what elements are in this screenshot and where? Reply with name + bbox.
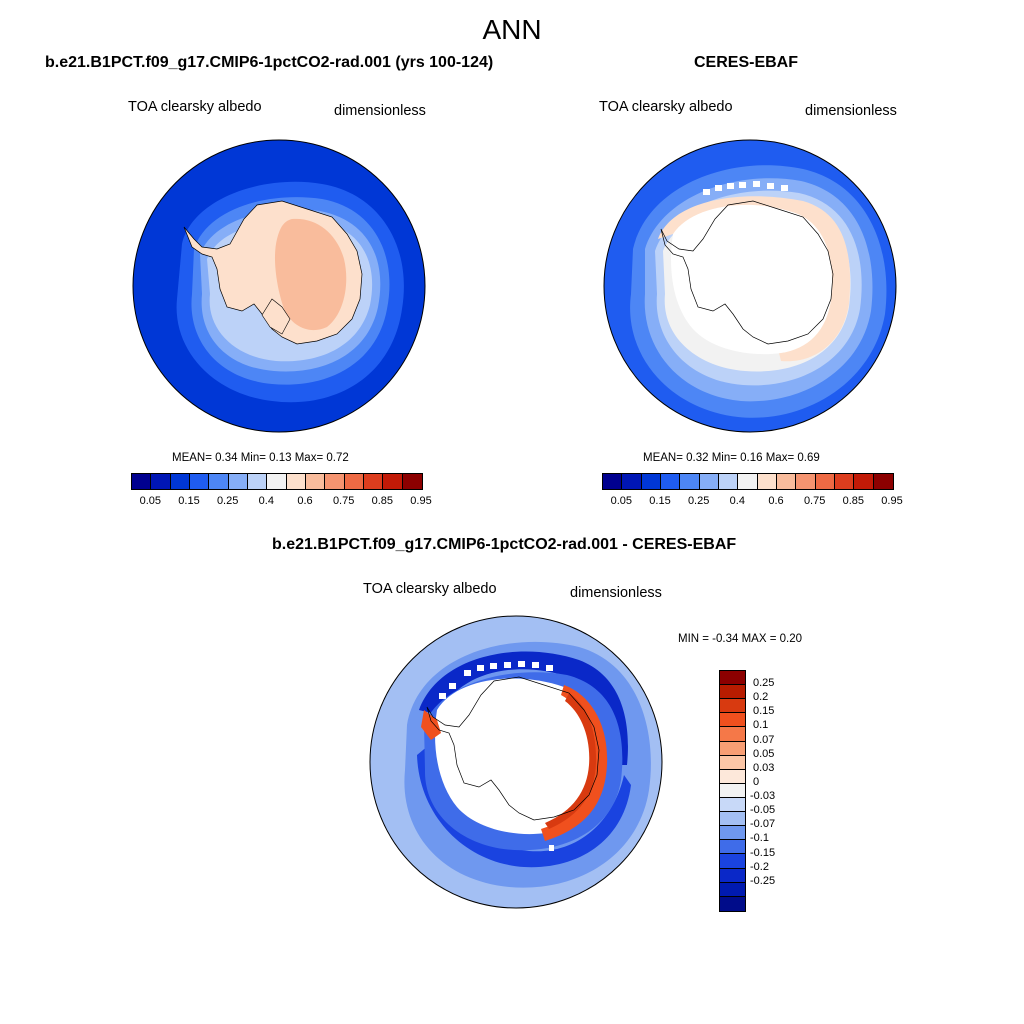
- colorbar-tick-label: 0.25: [216, 495, 239, 507]
- colorbar-cell: [720, 854, 745, 869]
- colorbar-cell: [720, 727, 745, 742]
- colorbar-cell: [305, 474, 326, 489]
- colorbar-cell: [854, 474, 874, 489]
- colorbar-cell: [796, 474, 816, 489]
- colorbar-tick-label: 0.15: [753, 705, 775, 718]
- colorbar-cell: [363, 474, 384, 489]
- colorbar-tick-label: -0.1: [750, 832, 769, 845]
- colorbar-tick-label: 0.07: [753, 733, 775, 746]
- colorbar-tick-label: -0.15: [750, 846, 776, 859]
- diff-colorbar: [719, 670, 746, 912]
- model-panel-title: b.e21.B1PCT.f09_g17.CMIP6-1pctCO2-rad.00…: [45, 54, 494, 71]
- model-units-label: dimensionless: [334, 103, 426, 119]
- diff-variable-label: TOA clearsky albedo: [363, 581, 497, 597]
- colorbar-cell: [720, 783, 745, 798]
- colorbar-tick-label: 0.1: [753, 719, 769, 732]
- colorbar-tick-label: 0.05: [139, 495, 162, 507]
- colorbar-cell: [660, 474, 681, 489]
- colorbar-cell: [738, 474, 758, 489]
- colorbar-tick-label: 0.6: [297, 495, 313, 507]
- colorbar-cell: [344, 474, 364, 489]
- colorbar-tick-label: 0.15: [649, 495, 671, 507]
- colorbar-tick-label: -0.25: [750, 874, 776, 887]
- colorbar-cell: [718, 474, 739, 489]
- obs-colorbar: [602, 473, 894, 490]
- figure-title: ANN: [482, 14, 542, 45]
- colorbar-tick-label: 0.95: [410, 495, 432, 507]
- obs-variable-label: TOA clearsky albedo: [599, 99, 733, 115]
- colorbar-cell: [209, 474, 229, 489]
- colorbar-cell: [603, 474, 623, 489]
- diff-units-label: dimensionless: [570, 585, 662, 601]
- colorbar-cell: [757, 474, 777, 489]
- colorbar-tick-label: 0: [753, 775, 760, 788]
- colorbar-tick-label: 0.75: [332, 495, 355, 507]
- colorbar-tick-label: 0.15: [178, 495, 200, 507]
- obs-panel-title: CERES-EBAF: [694, 54, 799, 71]
- model-variable-label: TOA clearsky albedo: [128, 99, 262, 115]
- colorbar-cell: [720, 797, 745, 813]
- diff-polar-map: [369, 615, 663, 909]
- colorbar-tick-label: -0.03: [750, 790, 776, 803]
- colorbar-tick-label: 0.85: [842, 495, 865, 507]
- colorbar-cell: [622, 474, 642, 489]
- model-stats: MEAN= 0.34 Min= 0.13 Max= 0.72: [172, 452, 349, 464]
- diff-panel-title: b.e21.B1PCT.f09_g17.CMIP6-1pctCO2-rad.00…: [272, 536, 737, 553]
- colorbar-tick-label: 0.25: [687, 495, 710, 507]
- colorbar-cell: [286, 474, 306, 489]
- colorbar-tick-label: 0.95: [881, 495, 903, 507]
- colorbar-cell: [267, 474, 287, 489]
- colorbar-cell: [834, 474, 855, 489]
- colorbar-cell: [228, 474, 248, 489]
- colorbar-tick-label: 0.75: [803, 495, 826, 507]
- colorbar-tick-label: -0.07: [750, 818, 776, 831]
- colorbar-cell: [720, 671, 745, 686]
- colorbar-cell: [383, 474, 403, 489]
- colorbar-cell: [720, 713, 745, 728]
- colorbar-tick-label: 0.6: [768, 495, 784, 507]
- colorbar-cell: [189, 474, 210, 489]
- obs-stats: MEAN= 0.32 Min= 0.16 Max= 0.69: [643, 452, 820, 464]
- colorbar-cell: [325, 474, 345, 489]
- colorbar-cell: [132, 474, 152, 489]
- colorbar-cell: [720, 840, 745, 855]
- colorbar-cell: [720, 882, 745, 897]
- diff-stats: MIN = -0.34 MAX = 0.20: [678, 633, 803, 645]
- colorbar-tick-label: 0.4: [729, 495, 745, 507]
- model-polar-map: [132, 139, 426, 433]
- colorbar-cell: [720, 769, 745, 784]
- colorbar-tick-label: -0.05: [750, 804, 776, 817]
- colorbar-cell: [720, 685, 745, 700]
- colorbar-cell: [247, 474, 268, 489]
- colorbar-cell: [641, 474, 661, 489]
- colorbar-cell: [170, 474, 190, 489]
- colorbar-cell: [699, 474, 719, 489]
- colorbar-cell: [720, 699, 745, 714]
- obs-units-label: dimensionless: [805, 103, 897, 119]
- colorbar-cell: [720, 896, 745, 911]
- colorbar-cell: [402, 474, 422, 489]
- colorbar-cell: [720, 812, 745, 827]
- colorbar-cell: [873, 474, 893, 489]
- colorbar-cell: [680, 474, 700, 489]
- obs-polar-map: [603, 139, 897, 433]
- colorbar-tick-label: 0.05: [610, 495, 633, 507]
- colorbar-cell: [720, 741, 745, 756]
- colorbar-cell: [776, 474, 797, 489]
- colorbar-cell: [151, 474, 171, 489]
- colorbar-tick-label: 0.03: [753, 761, 775, 774]
- colorbar-tick-label: -0.2: [750, 860, 769, 873]
- colorbar-tick-label: 0.85: [371, 495, 394, 507]
- model-colorbar: [131, 473, 423, 490]
- colorbar-cell: [720, 755, 745, 770]
- colorbar-tick-label: 0.4: [258, 495, 274, 507]
- colorbar-tick-label: 0.25: [753, 677, 775, 690]
- colorbar-tick-label: 0.05: [753, 747, 775, 760]
- colorbar-tick-label: 0.2: [753, 691, 769, 704]
- colorbar-cell: [720, 826, 745, 841]
- colorbar-cell: [815, 474, 835, 489]
- colorbar-cell: [720, 868, 745, 883]
